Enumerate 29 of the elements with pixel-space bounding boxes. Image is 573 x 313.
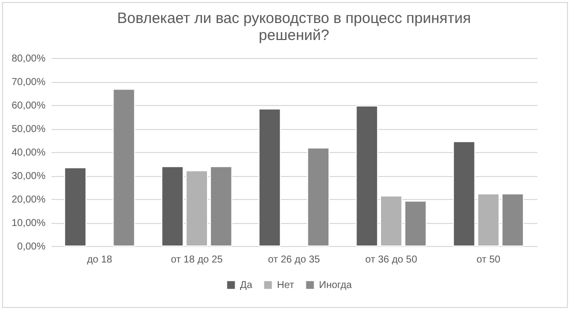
y-tick-label: 70,00% <box>12 77 46 88</box>
y-tick-label: 50,00% <box>12 124 46 135</box>
y-tick-label: 30,00% <box>12 171 46 182</box>
bar <box>307 148 330 246</box>
y-tick-label: 10,00% <box>12 218 46 229</box>
x-tick-label: от 36 до 50 <box>365 254 418 266</box>
x-tick-label: от 18 до 25 <box>170 254 224 266</box>
bar <box>380 195 402 246</box>
y-tick-label: 20,00% <box>12 194 46 206</box>
bar <box>210 166 232 246</box>
bar <box>112 88 136 246</box>
legend-label: Иногда <box>319 280 352 291</box>
x-tick-label: от 50 <box>476 254 501 266</box>
bar <box>502 193 524 246</box>
chart-title: Вовлекает ли вас руководство в процесс принятия решений? <box>117 10 471 44</box>
bar <box>161 166 184 246</box>
x-tick-label: от 26 до 35 <box>268 254 320 266</box>
y-tick-label: 80,00% <box>12 54 46 64</box>
y-tick-label: 40,00% <box>12 148 46 158</box>
bar <box>404 200 427 246</box>
legend-label: Да <box>240 280 253 291</box>
bar <box>356 105 378 246</box>
x-tick-label: до 18 <box>86 254 113 266</box>
y-tick-label: 0,00% <box>17 242 46 252</box>
bar <box>258 108 281 246</box>
bar <box>64 167 86 246</box>
y-tick-label: 60,00% <box>12 100 46 112</box>
bar <box>186 170 208 246</box>
legend-label: Нет <box>277 280 294 291</box>
